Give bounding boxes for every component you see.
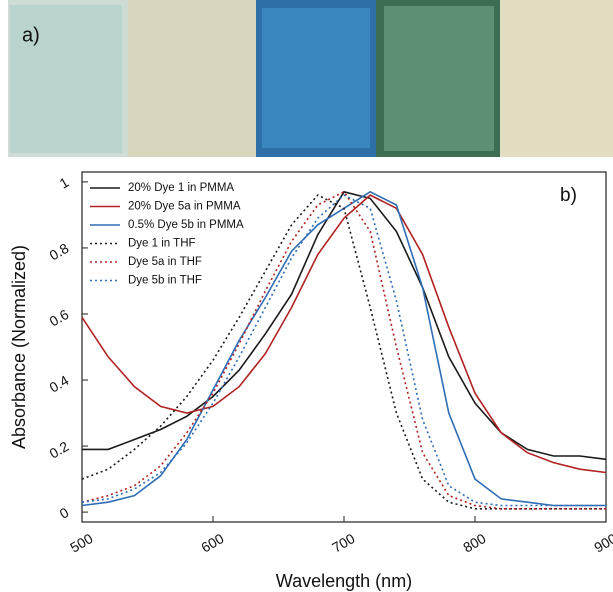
y-tick-label: 0.6 — [46, 306, 71, 330]
x-tick-label: 500 — [67, 530, 95, 556]
x-tick-label: 900 — [591, 530, 613, 556]
film-strip — [384, 6, 494, 151]
data-line — [81, 194, 607, 474]
panel-label: b) — [560, 185, 577, 206]
film-strip — [500, 0, 613, 157]
film-strip — [10, 5, 122, 153]
y-tick-label: 1 — [57, 174, 72, 192]
data-line — [82, 190, 607, 461]
y-axis-label: Absorbance (Normalized) — [9, 245, 29, 449]
y-tick-label: 0.4 — [46, 372, 71, 396]
x-axis-label: Wavelength (nm) — [276, 571, 412, 591]
y-tick-label: 0.8 — [46, 240, 71, 264]
x-tick-label: 600 — [198, 530, 226, 556]
legend-label: 0.5% Dye 5b in PMMA — [128, 219, 244, 231]
legend-label: 20% Dye 5a in PMMA — [128, 201, 241, 213]
film-strip — [128, 0, 256, 157]
legend-label: 20% Dye 1 in PMMA — [128, 182, 234, 194]
y-tick-label: 0 — [57, 504, 72, 522]
data-line — [81, 194, 606, 510]
y-tick-label: 0.2 — [46, 438, 71, 462]
x-tick-label: 700 — [329, 530, 357, 556]
data-line — [81, 194, 606, 507]
x-tick-label: 800 — [460, 530, 488, 556]
legend-label: Dye 1 in THF — [128, 238, 196, 250]
legend-label: Dye 5a in THF — [128, 256, 202, 268]
film-strip — [262, 8, 370, 148]
data-line — [81, 190, 606, 510]
panel-label: a) — [22, 24, 40, 46]
photo: a) — [8, 0, 613, 157]
legend-label: Dye 5b in THF — [128, 275, 202, 287]
